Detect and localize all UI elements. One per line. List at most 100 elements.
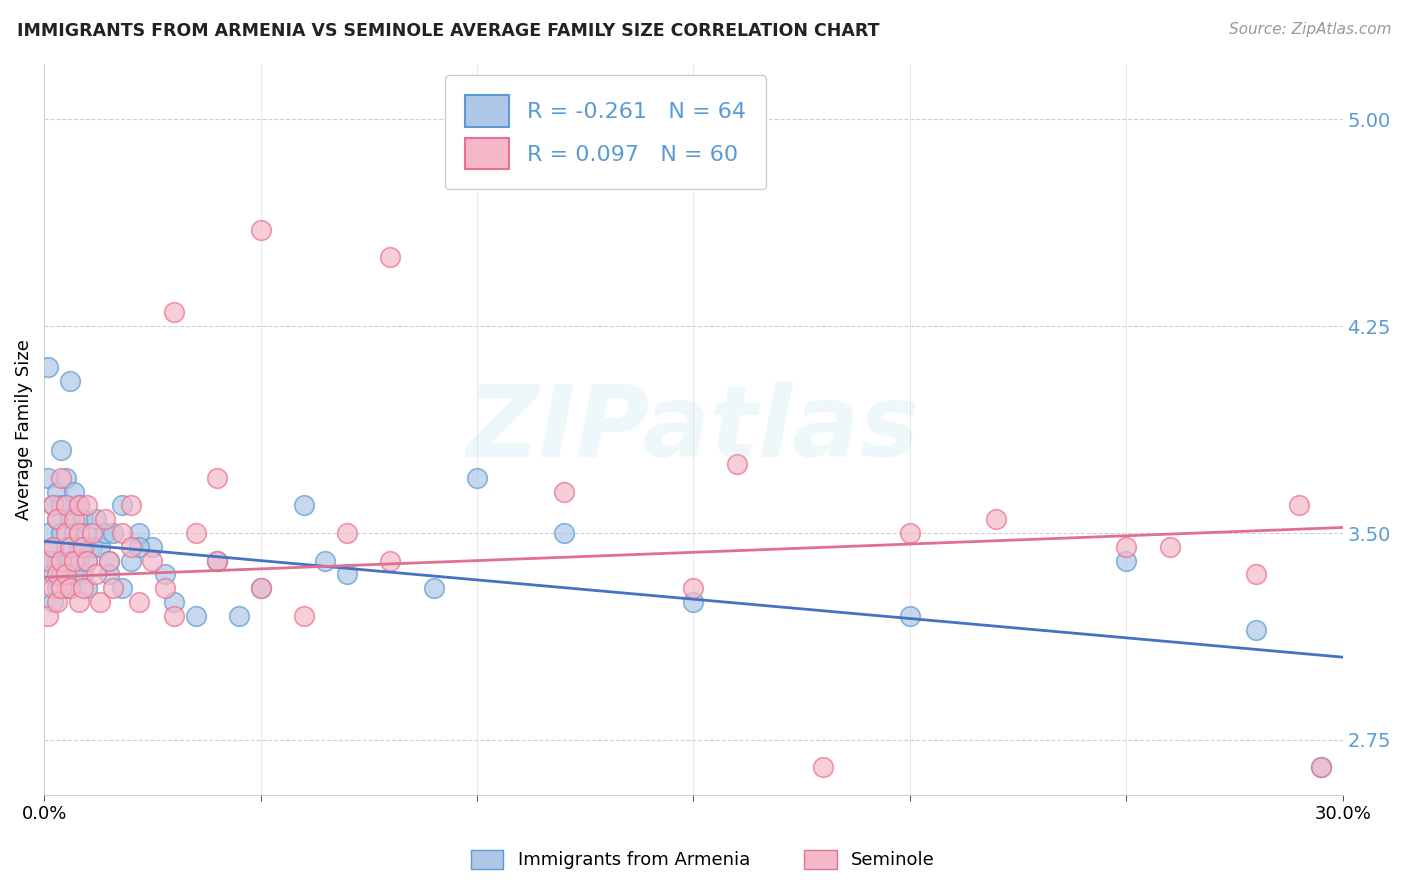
- Point: [103, 581, 125, 595]
- Point: [249, 581, 271, 595]
- Point: [1310, 760, 1333, 774]
- Point: [292, 499, 315, 513]
- Legend: Immigrants from Armenia, Seminole: Immigrants from Armenia, Seminole: [463, 841, 943, 879]
- Point: [63, 526, 86, 541]
- Y-axis label: Average Family Size: Average Family Size: [15, 339, 32, 520]
- Point: [163, 305, 186, 319]
- Point: [80, 526, 103, 541]
- Point: [59, 581, 82, 595]
- Point: [51, 581, 73, 595]
- Point: [67, 499, 90, 513]
- Point: [155, 581, 177, 595]
- Point: [42, 499, 65, 513]
- Text: Source: ZipAtlas.com: Source: ZipAtlas.com: [1229, 22, 1392, 37]
- Point: [51, 526, 73, 541]
- Point: [59, 581, 82, 595]
- Point: [465, 471, 488, 485]
- Point: [55, 526, 77, 541]
- Point: [682, 581, 704, 595]
- Point: [46, 484, 69, 499]
- Point: [37, 526, 59, 541]
- Point: [67, 553, 90, 567]
- Point: [111, 499, 134, 513]
- Point: [1159, 540, 1181, 554]
- Point: [207, 553, 229, 567]
- Point: [813, 760, 835, 774]
- Point: [63, 484, 86, 499]
- Point: [46, 553, 69, 567]
- Point: [42, 499, 65, 513]
- Point: [184, 608, 207, 623]
- Point: [120, 553, 142, 567]
- Point: [155, 567, 177, 582]
- Point: [89, 595, 111, 609]
- Point: [67, 499, 90, 513]
- Point: [314, 553, 336, 567]
- Point: [249, 222, 271, 236]
- Point: [84, 512, 107, 526]
- Point: [37, 553, 59, 567]
- Point: [228, 608, 250, 623]
- Point: [55, 581, 77, 595]
- Point: [67, 526, 90, 541]
- Point: [63, 553, 86, 567]
- Point: [63, 567, 86, 582]
- Point: [553, 484, 575, 499]
- Point: [46, 512, 69, 526]
- Point: [46, 581, 69, 595]
- Point: [55, 471, 77, 485]
- Point: [51, 553, 73, 567]
- Point: [51, 567, 73, 582]
- Point: [1115, 540, 1137, 554]
- Point: [120, 540, 142, 554]
- Point: [55, 499, 77, 513]
- Point: [37, 471, 59, 485]
- Point: [682, 595, 704, 609]
- Point: [76, 499, 98, 513]
- Point: [55, 567, 77, 582]
- Point: [55, 499, 77, 513]
- Point: [59, 374, 82, 388]
- Point: [141, 553, 163, 567]
- Point: [380, 250, 402, 264]
- Point: [76, 553, 98, 567]
- Point: [42, 553, 65, 567]
- Point: [163, 608, 186, 623]
- Point: [72, 581, 94, 595]
- Point: [80, 540, 103, 554]
- Point: [42, 540, 65, 554]
- Point: [380, 553, 402, 567]
- Point: [67, 540, 90, 554]
- Point: [98, 553, 121, 567]
- Point: [59, 540, 82, 554]
- Point: [98, 553, 121, 567]
- Point: [120, 499, 142, 513]
- Point: [898, 526, 921, 541]
- Point: [42, 595, 65, 609]
- Point: [128, 526, 150, 541]
- Point: [93, 526, 115, 541]
- Point: [72, 540, 94, 554]
- Point: [51, 499, 73, 513]
- Point: [46, 512, 69, 526]
- Text: IMMIGRANTS FROM ARMENIA VS SEMINOLE AVERAGE FAMILY SIZE CORRELATION CHART: IMMIGRANTS FROM ARMENIA VS SEMINOLE AVER…: [17, 22, 879, 40]
- Point: [72, 567, 94, 582]
- Point: [336, 526, 359, 541]
- Point: [42, 567, 65, 582]
- Point: [46, 595, 69, 609]
- Point: [59, 553, 82, 567]
- Point: [128, 540, 150, 554]
- Point: [111, 526, 134, 541]
- Point: [55, 540, 77, 554]
- Point: [249, 581, 271, 595]
- Point: [84, 567, 107, 582]
- Point: [46, 567, 69, 582]
- Text: ZIPatlas: ZIPatlas: [467, 381, 920, 478]
- Point: [422, 581, 444, 595]
- Point: [51, 443, 73, 458]
- Point: [59, 512, 82, 526]
- Point: [103, 526, 125, 541]
- Point: [51, 471, 73, 485]
- Point: [898, 608, 921, 623]
- Point: [207, 471, 229, 485]
